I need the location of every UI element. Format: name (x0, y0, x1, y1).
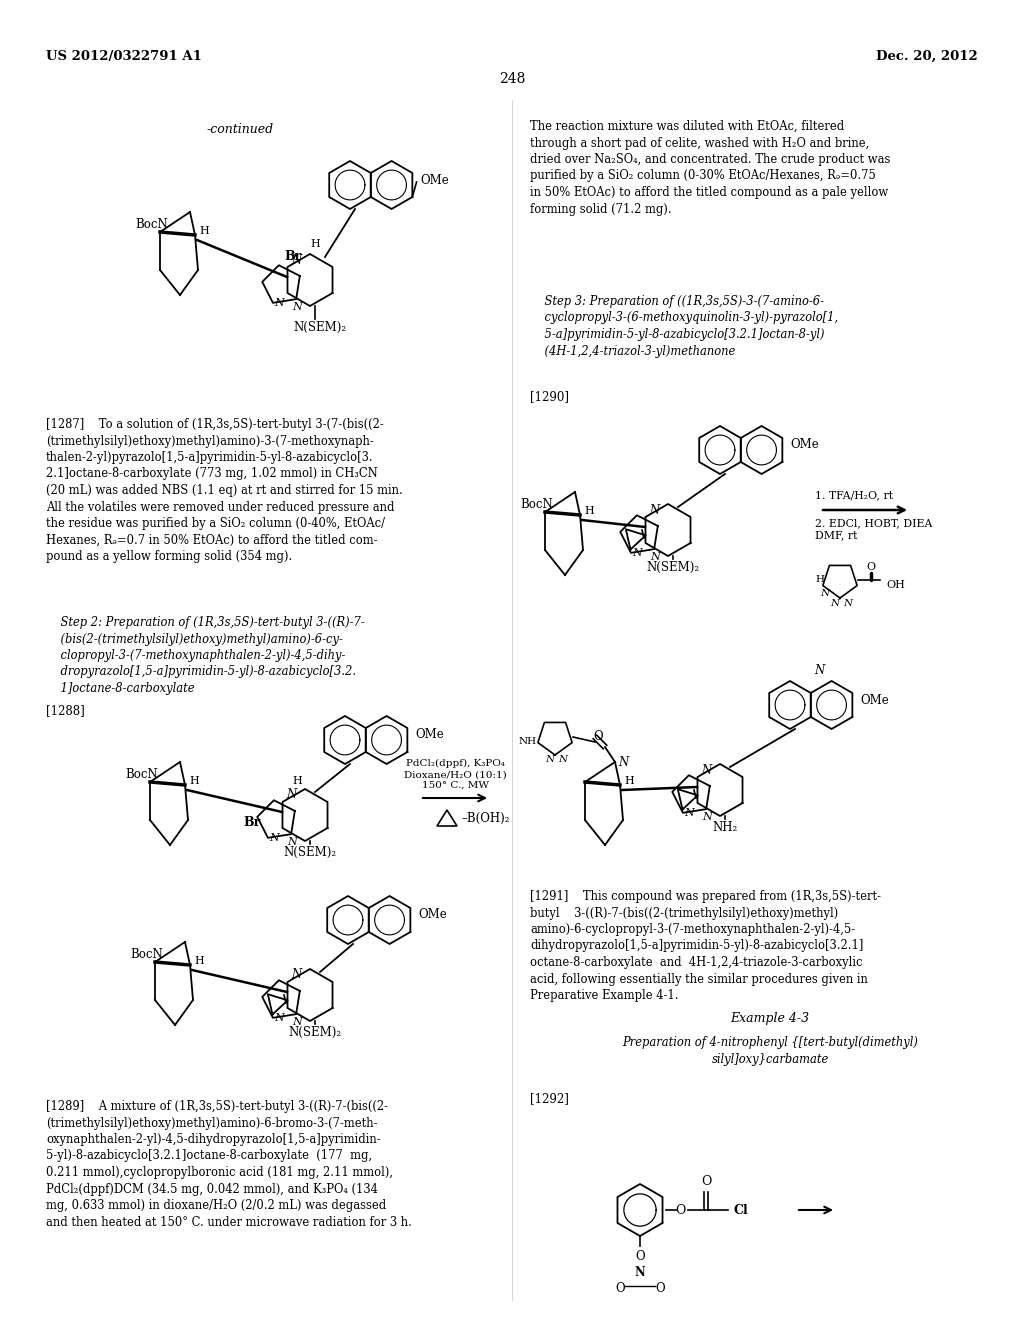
Text: O: O (866, 562, 876, 572)
Text: N: N (291, 969, 301, 982)
Text: N: N (287, 837, 297, 847)
Text: BocN: BocN (520, 499, 553, 511)
Text: N(SEM)₂: N(SEM)₂ (646, 561, 699, 574)
Text: OMe: OMe (860, 693, 889, 706)
Text: [1289]    A mixture of (1R,3s,5S)-tert-butyl 3-((R)-7-(bis((2-
(trimethylsilyl)e: [1289] A mixture of (1R,3s,5S)-tert-buty… (46, 1100, 412, 1229)
Text: N: N (274, 298, 284, 308)
Text: The reaction mixture was diluted with EtOAc, filtered
through a short pad of cel: The reaction mixture was diluted with Et… (530, 120, 891, 215)
Text: Br: Br (285, 251, 302, 264)
Text: N: N (684, 808, 694, 818)
Text: Br: Br (244, 817, 261, 829)
Text: H: H (310, 239, 319, 249)
Text: N: N (830, 598, 840, 607)
Text: [1290]: [1290] (530, 389, 569, 403)
Text: H: H (194, 956, 204, 966)
Text: N: N (702, 812, 712, 822)
Text: H: H (815, 576, 824, 585)
Text: 1. TFA/H₂O, rt: 1. TFA/H₂O, rt (815, 490, 893, 500)
Text: Example 4-3: Example 4-3 (730, 1012, 810, 1026)
Text: -continued: -continued (207, 123, 273, 136)
Text: H: H (584, 506, 594, 516)
Text: N: N (814, 664, 824, 677)
Text: OH: OH (886, 579, 905, 590)
Text: O: O (675, 1204, 685, 1217)
Text: OMe: OMe (421, 173, 450, 186)
Text: Step 2: Preparation of (1R,3s,5S)-tert-butyl 3-((R)-7-
    (bis(2-(trimethylsily: Step 2: Preparation of (1R,3s,5S)-tert-b… (46, 616, 365, 696)
Text: O: O (635, 1250, 645, 1263)
Text: NH: NH (519, 738, 537, 747)
Text: H: H (292, 776, 302, 785)
Text: BocN: BocN (125, 768, 158, 781)
Text: OMe: OMe (416, 729, 444, 742)
Text: Preparation of 4-nitrophenyl {[tert-butyl(dimethyl)
silyl]oxy}carbamate: Preparation of 4-nitrophenyl {[tert-buty… (622, 1036, 918, 1067)
Text: O: O (700, 1175, 712, 1188)
Text: N: N (286, 788, 296, 801)
Text: Cl: Cl (734, 1204, 749, 1217)
Text: N(SEM)₂: N(SEM)₂ (284, 846, 337, 859)
Text: N: N (292, 302, 302, 312)
Text: O: O (615, 1282, 625, 1295)
Text: [1287]    To a solution of (1R,3s,5S)-tert-butyl 3-(7-(bis((2-
(trimethylsilyl)e: [1287] To a solution of (1R,3s,5S)-tert-… (46, 418, 402, 564)
Text: N: N (292, 1016, 302, 1027)
Text: [1292]: [1292] (530, 1092, 569, 1105)
Text: N: N (635, 1266, 645, 1279)
Text: 2. EDCl, HOBT, DIEA
DMF, rt: 2. EDCl, HOBT, DIEA DMF, rt (815, 517, 933, 540)
Text: BocN: BocN (130, 949, 163, 961)
Text: N: N (844, 598, 853, 607)
Text: H: H (624, 776, 634, 785)
Text: Step 3: Preparation of ((1R,3s,5S)-3-(7-amino-6-
    cyclopropyl-3-(6-methoxyqui: Step 3: Preparation of ((1R,3s,5S)-3-(7-… (530, 294, 838, 358)
Text: N(SEM)₂: N(SEM)₂ (294, 321, 346, 334)
Text: H: H (199, 226, 209, 236)
Text: [1291]    This compound was prepared from (1R,3s,5S)-tert-
butyl    3-((R)-7-(bi: [1291] This compound was prepared from (… (530, 890, 881, 1002)
Text: Dec. 20, 2012: Dec. 20, 2012 (877, 50, 978, 63)
Text: NH₂: NH₂ (713, 821, 737, 834)
Text: N: N (700, 763, 711, 776)
Text: OMe: OMe (419, 908, 447, 921)
Text: N(SEM)₂: N(SEM)₂ (289, 1026, 342, 1039)
Text: 248: 248 (499, 73, 525, 86)
Text: N: N (632, 548, 642, 558)
Text: N: N (274, 1012, 284, 1023)
Text: –B(OH)₂: –B(OH)₂ (461, 812, 510, 825)
Text: N: N (649, 503, 659, 516)
Text: N: N (558, 755, 567, 764)
Text: BocN: BocN (135, 219, 168, 231)
Text: N: N (546, 755, 555, 764)
Text: O: O (593, 730, 603, 743)
Text: US 2012/0322791 A1: US 2012/0322791 A1 (46, 50, 202, 63)
Text: PdCl₂(dppf), K₃PO₄
Dioxane/H₂O (10:1)
150° C., MW: PdCl₂(dppf), K₃PO₄ Dioxane/H₂O (10:1) 15… (403, 759, 507, 789)
Text: OMe: OMe (791, 438, 819, 451)
Text: N: N (650, 552, 659, 562)
Text: O: O (655, 1282, 665, 1295)
Text: N: N (269, 833, 279, 843)
Text: [1288]: [1288] (46, 704, 85, 717)
Text: N: N (618, 755, 629, 768)
Text: H: H (189, 776, 199, 785)
Text: N: N (820, 589, 829, 598)
Text: N: N (291, 253, 301, 267)
